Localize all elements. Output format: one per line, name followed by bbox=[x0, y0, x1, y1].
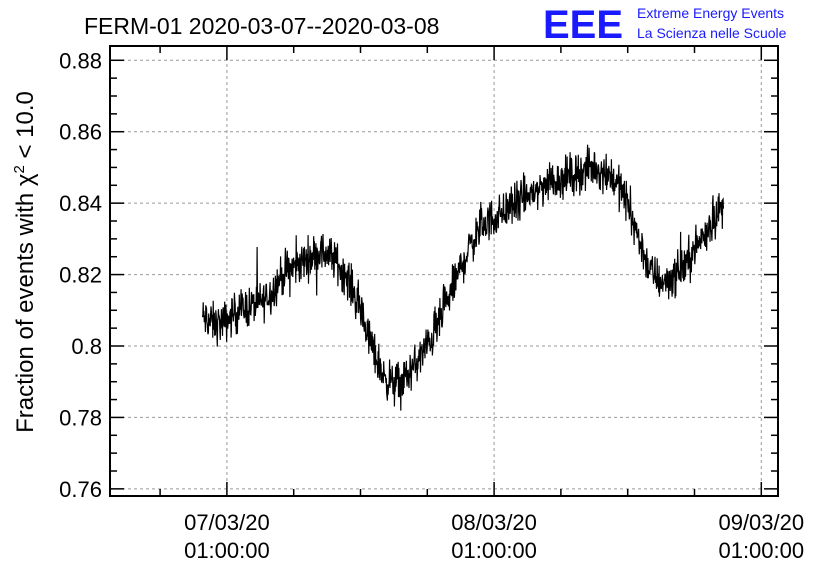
plot-frame-layer bbox=[109, 45, 779, 497]
plot-frame bbox=[109, 45, 779, 497]
eee-logo: EEE Extreme Energy Events La Scienza nel… bbox=[543, 3, 787, 47]
y-tick-label: 0.8 bbox=[71, 334, 102, 359]
x-ticks: 07/03/20 01:00:00 08/03/20 01:00:00 09/03/20… bbox=[159, 46, 804, 563]
y-axis-label: Fraction of events with χ2 < 10.0 bbox=[11, 91, 39, 433]
chart-title: FERM-01 2020-03-07--2020-03-08 bbox=[84, 13, 439, 39]
y-ticks: 0.76 0.78 0.8 0.82 0.84 0.86 0.88 bbox=[59, 48, 778, 502]
grid bbox=[110, 46, 778, 496]
chi-symbol: χ bbox=[12, 173, 39, 186]
y-tick-label: 0.86 bbox=[59, 120, 102, 145]
x-tick-label-time: 01:00:00 bbox=[451, 538, 537, 563]
y-tick-label: 0.84 bbox=[59, 191, 102, 216]
x-tick-label-time: 01:00:00 bbox=[184, 538, 270, 563]
logo-line-2: La Scienza nelle Scuole bbox=[637, 25, 787, 41]
y-tick-label: 0.88 bbox=[59, 48, 102, 73]
chi-superscript: 2 bbox=[11, 165, 28, 173]
logo-mark: EEE bbox=[543, 3, 623, 47]
series-line bbox=[201, 144, 724, 411]
series-layer bbox=[201, 144, 724, 411]
y-tick-label: 0.82 bbox=[59, 263, 102, 288]
x-tick-label-time: 01:00:00 bbox=[718, 538, 804, 563]
x-tick-label-date: 09/03/20 bbox=[718, 510, 804, 535]
x-tick-label-date: 08/03/20 bbox=[451, 510, 537, 535]
y-tick-label: 0.78 bbox=[59, 405, 102, 430]
x-tick-label-date: 07/03/20 bbox=[184, 510, 270, 535]
logo-line-1: Extreme Energy Events bbox=[637, 5, 784, 21]
y-tick-label: 0.76 bbox=[59, 477, 102, 502]
